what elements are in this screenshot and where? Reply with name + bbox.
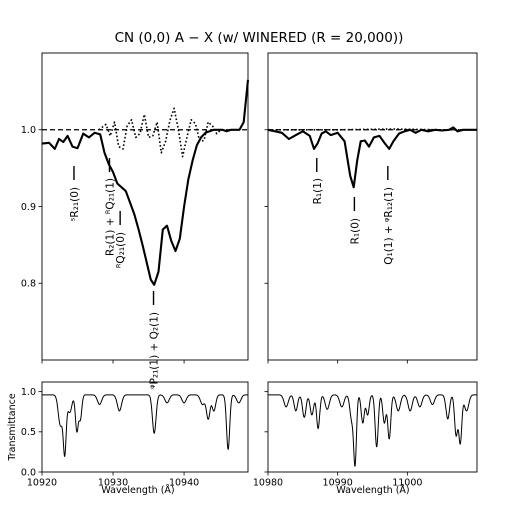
bottom-right-frame bbox=[267, 381, 478, 473]
observed-series bbox=[41, 79, 250, 286]
panel-top-left: 0.8 0.9 1.0 ˢR₂₁(0) R₂(1) + ᴿQ₂₁(1)ᴿQ₂₁(0) ᵠP… bbox=[21, 52, 250, 389]
y-axis-label: Transmittance bbox=[7, 393, 18, 462]
panel-bottom-right: 10980 10990 11000 bbox=[253, 381, 478, 489]
panel-top-right: R₁(1) R₁(0) Q₁(1) + ᵠR₁₂(1) bbox=[264, 52, 478, 364]
top-right-frame bbox=[267, 52, 478, 361]
y-tick-label: 0.8 bbox=[21, 279, 36, 290]
x-axis-label-left: Wavelength (Å) bbox=[101, 484, 174, 496]
figure-title: CN (0,0) A − X (w/ WINERED (R = 20,000)) bbox=[115, 30, 404, 46]
transition-label: R₁(1) bbox=[312, 178, 324, 204]
residual-series bbox=[268, 128, 477, 131]
observed-series bbox=[267, 126, 477, 189]
transition-label: R₁(0) bbox=[349, 218, 361, 244]
y-tick-label: 1.0 bbox=[21, 125, 36, 136]
transition-label: R₂(1) + ᴿQ₂₁(1) bbox=[104, 178, 116, 256]
x-tick-label: 10980 bbox=[253, 478, 283, 489]
transition-label: Q₁(1) + ᵠR₁₂(1) bbox=[383, 187, 395, 265]
top-left-frame bbox=[41, 52, 249, 361]
transmittance-series bbox=[41, 394, 249, 457]
transmittance-series bbox=[267, 394, 478, 467]
transition-label: ᴿQ₂₁(0) bbox=[115, 232, 127, 268]
x-tick-label: 10920 bbox=[27, 478, 57, 489]
bottom-left-frame bbox=[41, 381, 249, 473]
x-axis-label-right: Wavelength (Å) bbox=[336, 484, 409, 496]
panel-bottom-left: 0.0 0.5 1.0 10920 10930 10940 bbox=[21, 381, 249, 489]
x-tick-label: 10930 bbox=[98, 478, 128, 489]
y-tick-label: 0.9 bbox=[21, 202, 36, 213]
y-tick-label: 0.0 bbox=[21, 467, 36, 478]
transition-label: ˢR₂₁(0) bbox=[69, 187, 81, 222]
residual-series bbox=[98, 107, 226, 158]
x-tick-label: 11000 bbox=[392, 478, 422, 489]
x-tick-label: 10990 bbox=[323, 478, 353, 489]
y-tick-label: 0.5 bbox=[21, 427, 36, 438]
transition-label: ᵠP₂₁(1) + Q₂(1) bbox=[149, 312, 161, 389]
y-tick-label: 1.0 bbox=[21, 387, 36, 398]
x-tick-label: 10940 bbox=[169, 478, 199, 489]
